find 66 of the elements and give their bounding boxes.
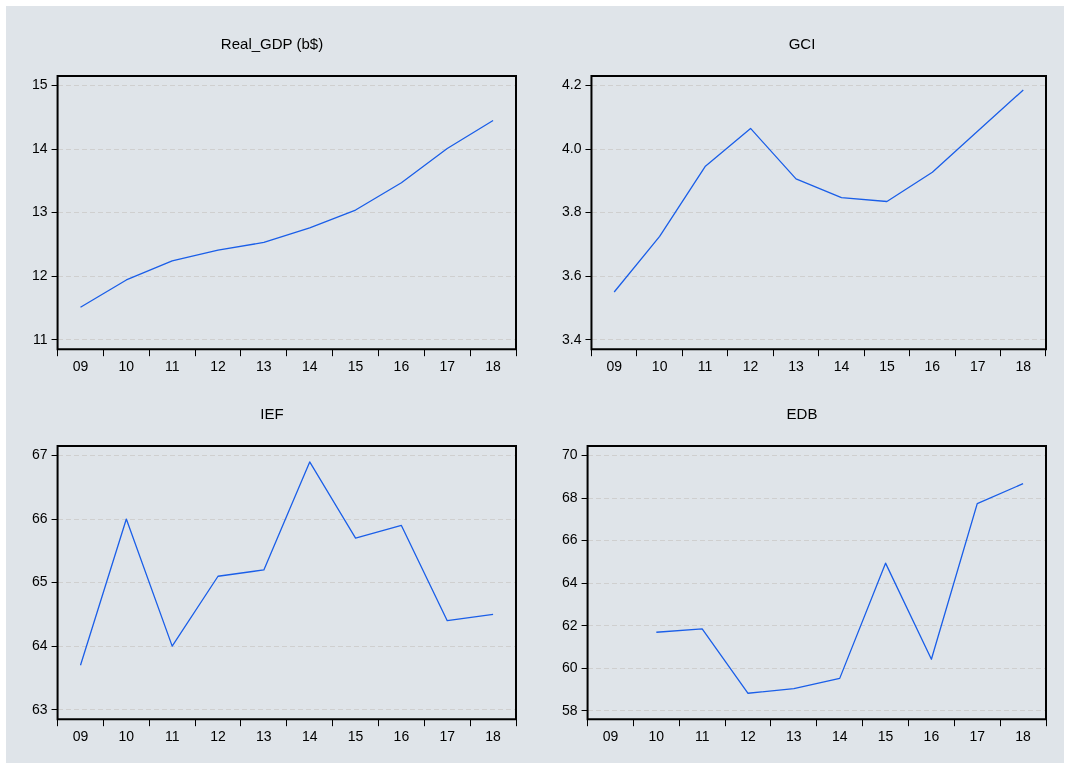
y-tick-label: 3.8: [561, 203, 582, 220]
x-tick-label: 13: [786, 728, 802, 745]
x-tick-label: 14: [831, 728, 848, 745]
y-tick-label: 67: [31, 446, 48, 463]
y-tick-label: 63: [31, 700, 48, 717]
y-tick-label: 64: [561, 573, 578, 590]
chart-title: EDB: [786, 405, 818, 423]
x-tick-label: 18: [1015, 728, 1032, 745]
x-tick-label: 12: [740, 728, 757, 745]
y-tick-label: 12: [31, 266, 48, 283]
chart-title: GCI: [788, 35, 816, 53]
y-tick-label: 4.0: [561, 139, 582, 156]
x-tick-label: 09: [72, 728, 89, 745]
x-tick-label: 09: [602, 728, 619, 745]
y-tick-label: 3.6: [561, 266, 582, 283]
x-tick-label: 14: [301, 358, 318, 375]
y-tick-label: 3.4: [561, 330, 582, 347]
y-tick-label: 65: [31, 573, 48, 590]
x-tick-label: 14: [833, 358, 850, 375]
x-tick-label: 16: [923, 728, 940, 745]
x-tick-label: 11: [694, 728, 710, 745]
x-tick-label: 15: [879, 358, 895, 375]
x-tick-label: 12: [742, 358, 759, 375]
x-tick-label: 11: [164, 728, 180, 745]
x-tick-label: 10: [651, 358, 668, 375]
x-tick-label: 16: [393, 728, 410, 745]
x-tick-label: 17: [970, 358, 986, 375]
x-tick-label: 14: [301, 728, 318, 745]
x-tick-label: 10: [118, 728, 135, 745]
y-tick-label: 13: [31, 203, 48, 220]
x-tick-label: 16: [924, 358, 941, 375]
x-tick-label: 16: [393, 358, 410, 375]
y-tick-label: 60: [561, 659, 578, 676]
chart-title: IEF: [260, 405, 284, 423]
y-tick-label: 4.2: [561, 76, 582, 93]
y-tick-label: 68: [561, 488, 578, 505]
y-tick-label: 66: [31, 509, 48, 526]
x-tick-label: 11: [697, 358, 713, 375]
chart-title: Real_GDP (b$): [220, 35, 324, 53]
x-tick-label: 12: [210, 358, 227, 375]
x-tick-label: 10: [118, 358, 135, 375]
y-tick-label: 58: [561, 701, 578, 718]
x-tick-label: 09: [606, 358, 623, 375]
x-tick-label: 13: [788, 358, 804, 375]
x-tick-label: 17: [969, 728, 986, 745]
y-tick-label: 62: [561, 616, 578, 633]
y-tick-label: 70: [561, 446, 578, 463]
x-tick-label: 10: [648, 728, 665, 745]
y-tick-label: 11: [33, 330, 48, 347]
x-tick-label: 17: [439, 728, 456, 745]
x-tick-label: 18: [1015, 358, 1032, 375]
x-tick-label: 11: [164, 358, 180, 375]
x-tick-label: 15: [877, 728, 894, 745]
x-tick-label: 18: [485, 728, 502, 745]
x-tick-label: 15: [347, 728, 364, 745]
y-tick-label: 64: [31, 636, 48, 653]
y-tick-label: 66: [561, 531, 578, 548]
y-tick-label: 15: [31, 76, 48, 93]
x-tick-label: 15: [347, 358, 364, 375]
x-tick-label: 09: [72, 358, 89, 375]
y-tick-label: 14: [31, 139, 48, 156]
x-tick-label: 13: [256, 728, 272, 745]
x-tick-label: 17: [439, 358, 456, 375]
x-tick-label: 13: [256, 358, 272, 375]
x-tick-label: 18: [485, 358, 502, 375]
x-tick-label: 12: [210, 728, 227, 745]
